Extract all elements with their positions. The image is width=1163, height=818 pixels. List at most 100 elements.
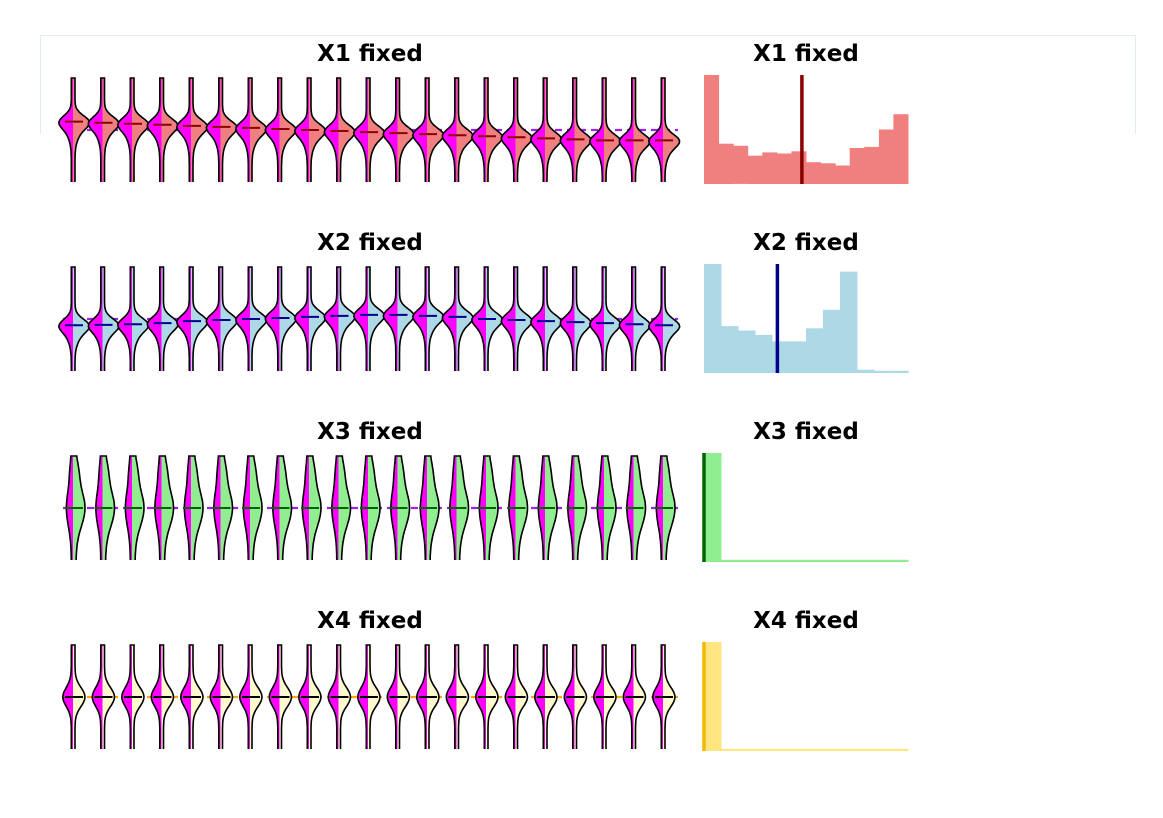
violin-outline	[478, 455, 499, 561]
violin-left-half	[265, 78, 280, 182]
violin-outline	[533, 644, 558, 749]
violin-left-half	[147, 78, 162, 182]
histogram-bar	[857, 369, 875, 373]
histogram-bar	[704, 642, 722, 751]
violin-outline	[567, 455, 588, 561]
violin-left-half	[324, 78, 339, 182]
violin-outline	[596, 455, 617, 561]
histogram-bar	[789, 341, 807, 373]
violin-left-half	[88, 267, 103, 371]
violin-outline	[504, 644, 529, 749]
row3-hist-title: X3 fixed	[753, 419, 859, 445]
violin-outline	[205, 266, 239, 371]
violin-outline	[445, 644, 470, 749]
violin-outline	[419, 455, 440, 561]
histogram-bar	[791, 151, 807, 184]
violin-left-half	[530, 267, 545, 371]
violin-left-half	[383, 78, 398, 182]
histogram-bar	[891, 559, 909, 562]
violin-outline	[356, 644, 381, 749]
histogram-bar	[789, 559, 807, 562]
plot-frame	[40, 35, 1136, 134]
violin-right-half	[132, 78, 149, 182]
violin-left-half	[648, 78, 663, 182]
violin-outline	[61, 644, 86, 749]
violin-outline	[508, 455, 529, 561]
violin-outline	[146, 266, 180, 371]
violin-right-half	[515, 267, 533, 371]
row4-hist-title: X4 fixed	[753, 608, 859, 634]
histogram-bar	[755, 748, 773, 751]
violin-outline	[57, 77, 91, 182]
violin-right-half	[309, 267, 326, 371]
violin-outline	[441, 77, 474, 182]
violin-outline	[297, 644, 322, 749]
histogram-bar	[789, 748, 807, 751]
violin-right-half	[161, 267, 179, 371]
violin-outline	[618, 77, 651, 182]
histogram-bar	[840, 559, 858, 562]
histogram-bar	[704, 264, 722, 373]
histogram-bar	[864, 146, 880, 184]
violin-right-half	[574, 267, 592, 371]
violin-outline	[500, 266, 534, 371]
violin-right-half	[191, 78, 208, 182]
violin-outline	[331, 455, 352, 561]
histogram-bar	[823, 559, 841, 562]
violin-outline	[589, 77, 622, 182]
violin-left-half	[383, 267, 398, 371]
violin-outline	[268, 644, 293, 749]
violin-outline	[238, 644, 263, 749]
violin-outline	[471, 266, 504, 371]
violin-right-half	[633, 267, 650, 371]
histogram-bar	[738, 748, 756, 751]
histogram-bar	[806, 559, 824, 562]
violin-outline	[529, 266, 563, 371]
violin-right-half	[604, 267, 621, 371]
violin-right-half	[397, 78, 415, 182]
violin-outline	[411, 77, 445, 182]
violin-left-half	[117, 78, 132, 182]
violin-outline	[651, 644, 676, 749]
violin-right-half	[102, 267, 120, 371]
violin-outline	[117, 266, 150, 371]
violin-left-half	[294, 267, 309, 371]
histogram-bar	[721, 748, 739, 751]
histogram-bar	[806, 328, 824, 373]
histogram-bar	[849, 148, 865, 184]
violin-outline	[382, 77, 415, 182]
violin-outline	[120, 644, 145, 749]
violin-outline	[559, 77, 593, 182]
histogram-bar	[762, 152, 778, 184]
violin-outline	[390, 455, 411, 561]
histogram-bar	[857, 559, 875, 562]
violin-outline	[648, 77, 681, 182]
violin-left-half	[176, 78, 191, 182]
violin-left-half	[353, 78, 368, 182]
violin-right-half	[633, 78, 650, 182]
violin-right-half	[427, 78, 444, 182]
histogram-bar	[806, 162, 822, 184]
histogram-bar	[738, 559, 756, 562]
violin-outline	[563, 644, 588, 749]
violin-outline	[415, 644, 440, 749]
violin-outline	[500, 77, 534, 182]
violin-outline	[183, 455, 204, 561]
violin-outline	[87, 77, 120, 182]
histogram-bar	[776, 153, 792, 184]
violin-right-half	[338, 267, 356, 371]
histogram-bar	[893, 114, 909, 184]
violin-right-half	[279, 78, 297, 182]
histogram-bar	[806, 748, 824, 751]
violin-left-half	[206, 78, 221, 182]
histogram-bar	[704, 453, 722, 562]
histogram-bar	[755, 559, 773, 562]
violin-outline	[592, 644, 617, 749]
violin-outline	[622, 644, 647, 749]
violin-right-half	[663, 78, 680, 182]
violin-outline	[559, 266, 592, 371]
violin-outline	[301, 455, 322, 561]
violin-outline	[386, 644, 411, 749]
violin-outline	[124, 455, 145, 561]
violin-outline	[116, 77, 150, 182]
